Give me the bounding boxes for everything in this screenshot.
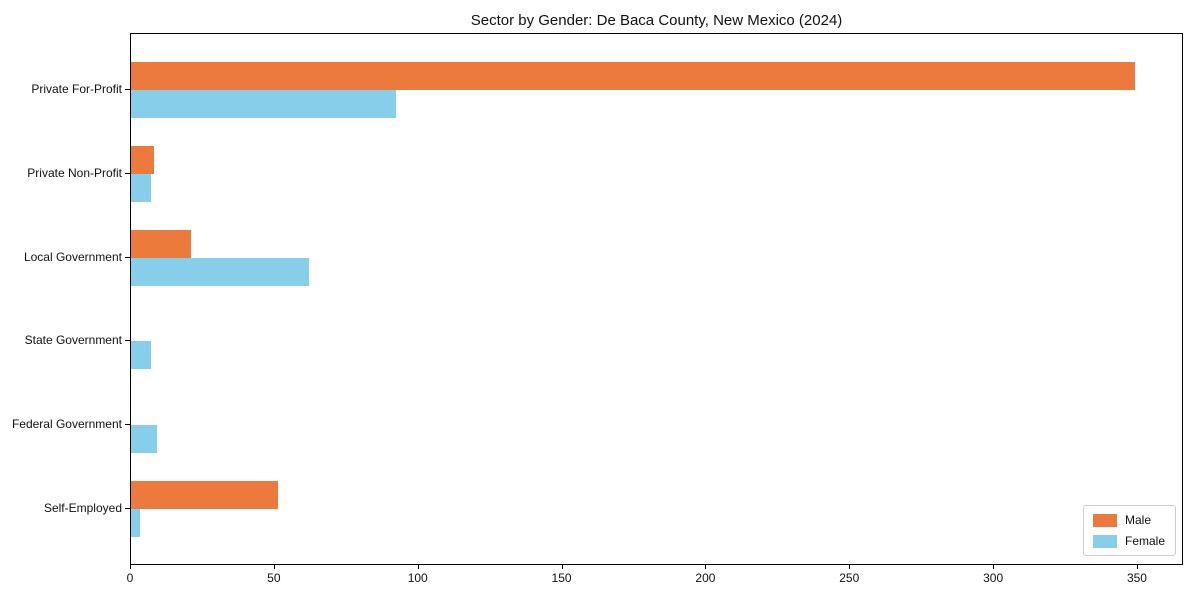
x-tick-label-0: 0 — [126, 571, 134, 585]
y-tick-mark — [125, 173, 130, 174]
legend-item-female: Female — [1092, 534, 1165, 548]
legend-swatch-female — [1092, 534, 1117, 548]
bar-male-local-government — [131, 229, 192, 258]
x-tick-label-100: 100 — [407, 571, 428, 585]
x-tick-label-350: 350 — [1126, 571, 1147, 585]
x-tick-mark — [561, 565, 563, 569]
bar-male-private-non-profit — [131, 145, 155, 174]
x-tick-mark — [705, 565, 707, 569]
y-tick-label-self-employed: Self-Employed — [43, 501, 122, 515]
y-tick-mark — [125, 257, 130, 258]
bar-male-private-for-profit — [131, 62, 1136, 90]
x-tick-label-200: 200 — [695, 571, 716, 585]
y-tick-label-state-government: State Government — [24, 333, 122, 348]
bar-female-local-government — [131, 257, 310, 286]
x-tick-label-250: 250 — [839, 571, 860, 585]
bar-female-self-employed — [131, 509, 140, 537]
bar-male-self-employed — [131, 481, 278, 509]
y-tick-label-private-non-profit: Private Non-Profit — [27, 165, 122, 180]
bar-female-state-government — [131, 341, 152, 370]
y-tick-mark — [125, 508, 130, 509]
x-tick-label-150: 150 — [551, 571, 572, 585]
x-tick-mark — [993, 565, 995, 569]
x-tick-mark — [417, 565, 419, 569]
y-tick-mark — [125, 89, 130, 90]
bar-female-federal-government — [131, 425, 157, 454]
x-tick-label-50: 50 — [267, 571, 281, 585]
legend-label-female: Female — [1124, 534, 1165, 548]
x-tick-mark — [849, 565, 851, 569]
x-tick-mark — [273, 565, 275, 569]
y-tick-label-federal-government: Federal Government — [11, 417, 122, 432]
bar-female-private-for-profit — [131, 90, 396, 118]
x-tick-mark — [1136, 565, 1138, 569]
plot-area: Male Female — [130, 33, 1183, 565]
x-tick-label-300: 300 — [983, 571, 1004, 585]
legend: Male Female — [1082, 505, 1176, 556]
legend-label-male: Male — [1124, 513, 1151, 527]
chart-title: Sector by Gender: De Baca County, New Me… — [470, 12, 843, 29]
y-tick-label-local-government: Local Government — [23, 249, 122, 264]
legend-swatch-male — [1092, 513, 1117, 527]
legend-item-male: Male — [1092, 513, 1165, 527]
y-tick-mark — [125, 424, 130, 425]
y-tick-mark — [125, 340, 130, 341]
x-tick-mark — [130, 565, 131, 569]
y-tick-label-private-for-profit: Private For-Profit — [31, 82, 122, 96]
bar-female-private-non-profit — [131, 173, 152, 202]
